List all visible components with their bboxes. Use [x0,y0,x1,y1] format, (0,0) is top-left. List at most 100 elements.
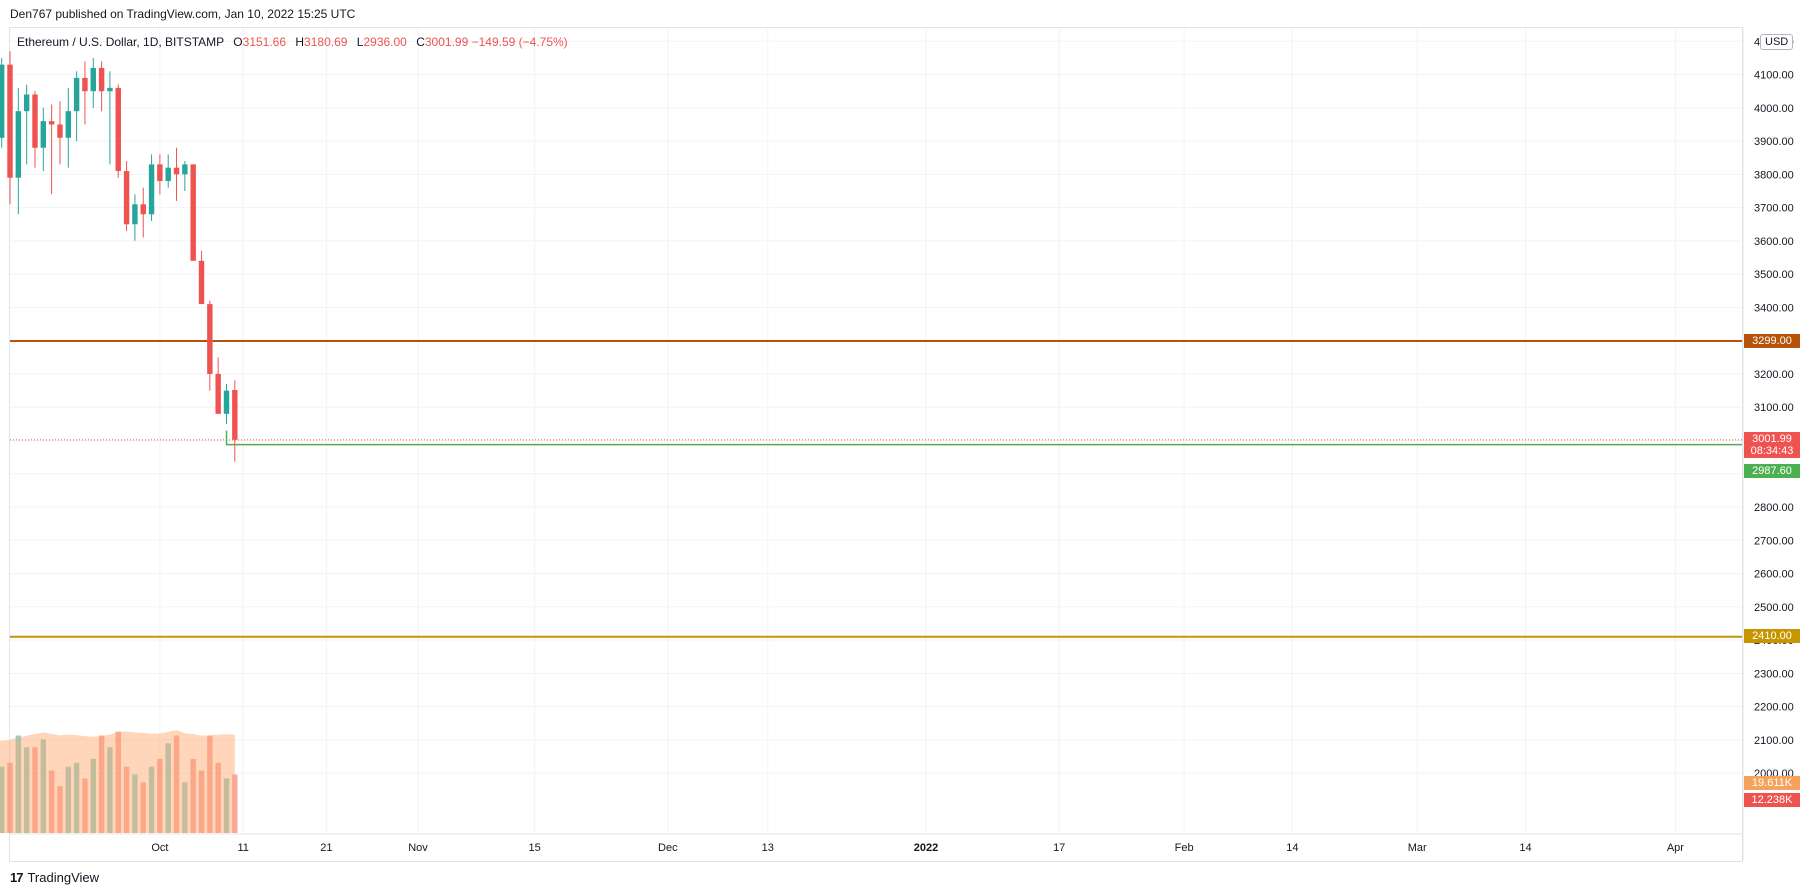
close-label: C [416,35,425,49]
volume-bar [165,743,171,833]
price-tick-label: 3100.00 [1754,402,1794,414]
candle-body [165,167,171,182]
level-price-tag: 2987.60 [1744,463,1800,478]
candle-body [207,304,213,374]
candle-body [157,164,163,182]
low-value: 2936.00 [363,35,407,49]
low-label: L [356,35,364,49]
volume-bar [40,739,47,833]
volume-bar [198,770,205,833]
candle-body [40,121,47,148]
volume-bar [115,731,121,833]
time-tick-label: Mar [1408,842,1427,854]
candle-body [198,260,205,305]
volume-tag: 12.238K [1744,793,1800,807]
candle-body [48,121,55,125]
publisher-caption: Den767 published on TradingView.com, Jan… [10,7,356,21]
price-tick-label: 2100.00 [1754,735,1794,747]
volume-ma-tag: 19.611K [1744,776,1800,790]
support-price-tag: 2410.00 [1744,629,1800,644]
price-tick-label: 2300.00 [1754,668,1794,680]
currency-selector[interactable]: USD [1760,34,1794,50]
time-axis: Oct 11 21 Nov 15 Dec 13 2022 17 Feb 14 Mar 14 Apr [151,842,1684,854]
time-tick-label: 14 [1519,842,1531,854]
price-tick-label: 2200.00 [1754,702,1794,714]
candle-body [98,67,105,92]
volume-bar [15,735,22,833]
price-tick-label: 4100.00 [1754,70,1794,82]
volume-bar [215,762,221,833]
price-tick-label: 2800.00 [1754,502,1794,514]
tradingview-logo[interactable]: 17 TradingView [10,870,99,885]
candle-body [232,390,238,440]
volume-bar [48,770,55,833]
candle-body [115,87,121,172]
time-tick-label: 21 [320,842,332,854]
symbol-name: Ethereum / U.S. Dollar, 1D, BITSTAMP [17,35,224,49]
candle-body [15,111,22,178]
volume-bar [32,747,38,833]
open-level-line [225,430,1742,446]
candle-body [215,373,221,414]
level-lines [10,340,1742,638]
volume-bar [90,758,96,833]
resistance-price-tag: 3299.00 [1744,333,1800,348]
time-tick-label: Dec [658,842,678,854]
volume-bar [207,735,213,833]
price-tick-label: 3200.00 [1754,369,1794,381]
volume-bar [157,758,163,833]
bar-countdown: 08:34:43 [1750,444,1794,457]
last-price-value: 3001.99 [1752,432,1792,445]
volume-bar [65,766,71,833]
candle-body [173,167,180,175]
time-tick-label: 2022 [914,842,938,854]
high-value: 3180.69 [304,35,348,49]
time-tick-label: Oct [151,842,168,854]
time-tick-label: 13 [762,842,774,854]
volume-ma-area [0,730,235,833]
price-tick-label: 2600.00 [1754,569,1794,581]
volume-bar [7,762,13,833]
price-tick-label: 2500.00 [1754,602,1794,614]
time-tick-label: 14 [1286,842,1298,854]
volume-bar [190,758,196,833]
candle-body [65,111,71,138]
time-tick-label: 15 [528,842,540,854]
price-tick-label: 4000.00 [1754,103,1794,115]
price-axis: 4200.004100.004000.003900.003800.003700.… [1754,36,1794,780]
volume-bar [223,778,230,833]
open-value: 3151.66 [242,35,287,49]
price-tick-label: 3900.00 [1754,136,1794,148]
candle-body [32,94,38,148]
close-value: 3001.99 [424,35,469,49]
time-tick-label: 17 [1053,842,1065,854]
volume-bar [182,782,188,833]
candle-body [90,67,96,92]
candle-body [23,94,30,112]
candle-body [82,77,88,92]
volume-bar [107,747,113,833]
volume-bar [73,762,80,833]
time-tick-label: Nov [408,842,428,854]
candles [0,51,238,462]
change-value: −149.59 (−4.75%) [471,35,568,49]
candle-body [148,164,155,215]
price-tick-label: 3700.00 [1754,203,1794,215]
candle-body [0,64,5,138]
open-label: O [233,35,243,49]
tradingview-brand: TradingView [27,870,100,885]
volume-bar [132,774,138,833]
candle-body [132,204,138,225]
candle-body [123,171,130,225]
candle-body [140,204,146,215]
time-tick-label: 11 [237,842,248,854]
volume-bar [57,786,63,833]
volume-bar [173,735,180,833]
symbol-legend: Ethereum / U.S. Dollar, 1D, BITSTAMP O31… [17,35,568,49]
candle-body [223,390,230,414]
price-tick-label: 3500.00 [1754,269,1794,281]
price-tick-label: 2700.00 [1754,535,1794,547]
time-tick-label: Apr [1667,842,1684,854]
volume-bar [98,735,105,833]
